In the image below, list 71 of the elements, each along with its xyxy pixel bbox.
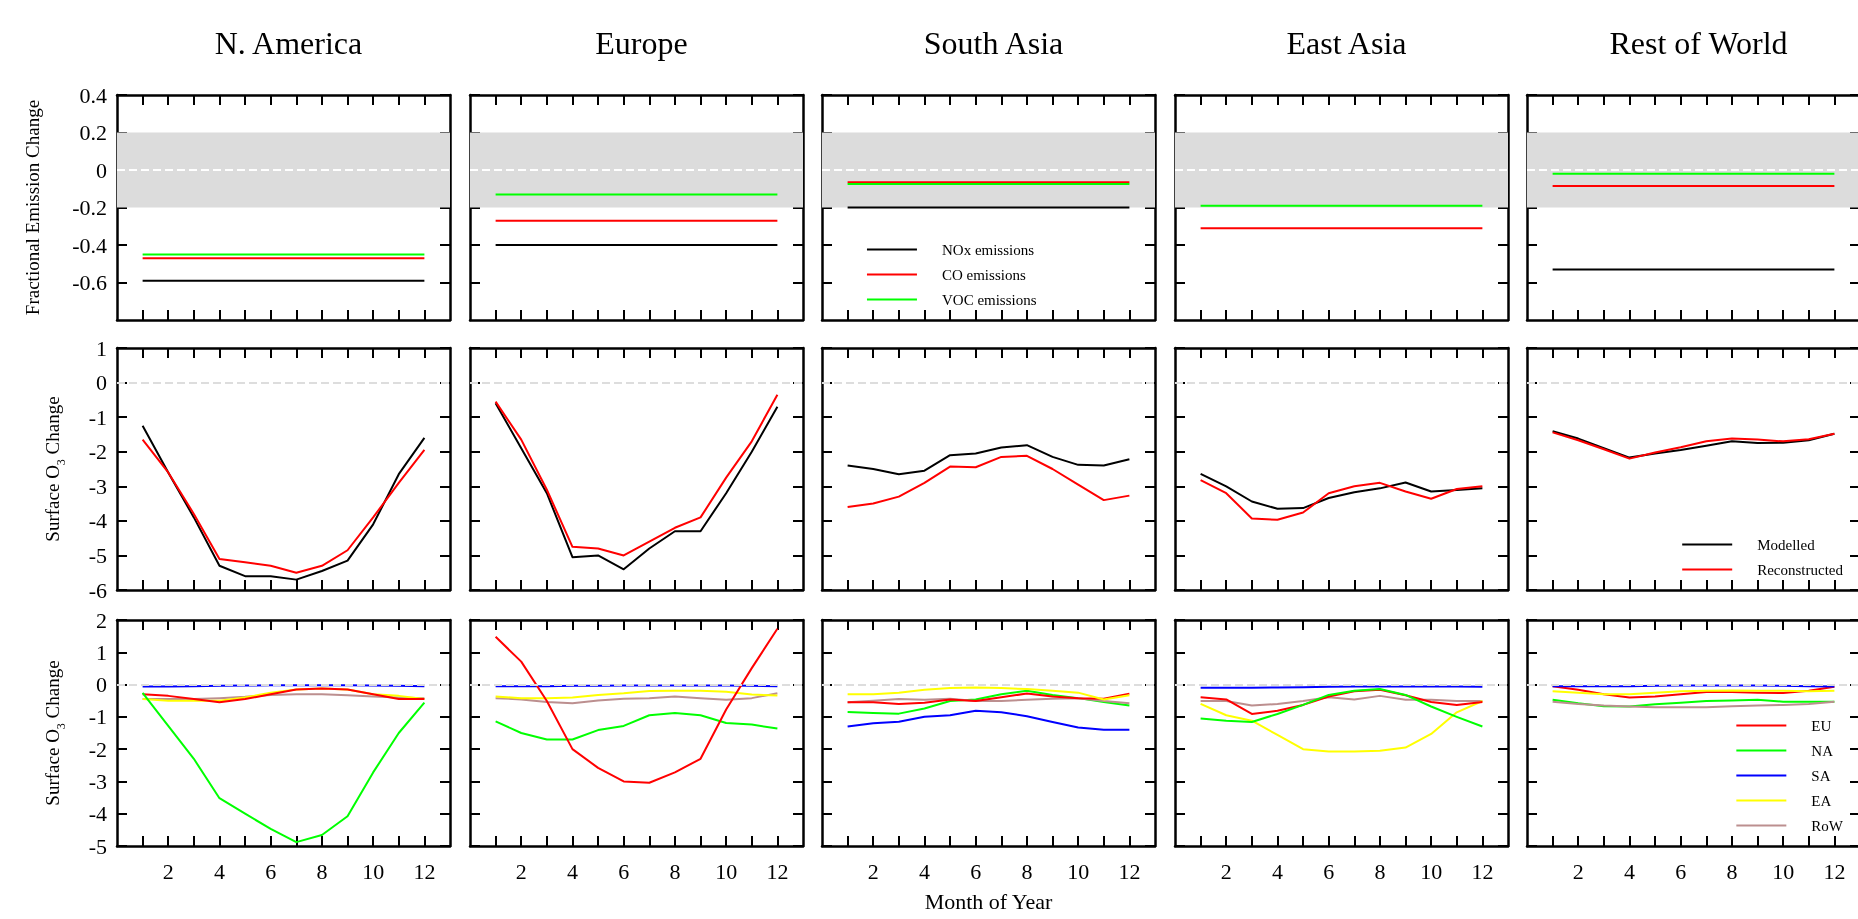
x-tick-label: 12 [1470,858,1493,884]
x-axis-title: Month of Year [924,888,1054,914]
y-tick-label: 1 [96,639,107,665]
y-tick-label: 0 [96,157,107,183]
x-tick-label: 8 [668,858,680,884]
x-tick-label: 10 [1067,858,1090,884]
y-tick-label: 0.4 [79,82,107,108]
x-tick-label: 10 [362,858,385,884]
y-axis-title: Surface O3 Change [41,660,68,806]
legend-label: RoW [1811,817,1844,834]
chart-title: South Asia [923,25,1064,61]
legend-label: EA [1811,792,1832,809]
x-tick-label: 10 [714,858,737,884]
y-tick-label: -5 [88,542,107,568]
y-tick-label: -6 [88,577,107,603]
legend-label: SA [1811,767,1831,784]
y-tick-label: 2 [96,607,107,633]
y-tick-label: 0 [96,672,107,698]
chart-title: East Asia [1286,25,1406,61]
x-tick-label: 12 [1118,858,1141,884]
x-tick-label: 6 [1675,858,1687,884]
x-tick-label: 6 [970,858,982,884]
y-tick-label: -3 [88,473,107,499]
y-tick-label: -1 [88,404,107,430]
y-tick-label: -0.6 [72,270,107,295]
chart-title: Rest of World [1609,25,1788,61]
x-tick-label: 8 [1373,858,1385,884]
legend-label: NOx emissions [941,241,1035,258]
x-tick-label: 8 [316,858,328,884]
legend-label: CO emissions [941,266,1026,283]
y-tick-label: -0.2 [72,195,107,220]
y-tick-label: -3 [88,768,107,794]
y-tick-label: -1 [88,704,107,730]
y-tick-label: -2 [88,736,107,762]
y-axis-title: Surface O3 Change [41,396,68,542]
x-tick-label: 4 [1623,858,1635,884]
x-tick-label: 4 [566,858,578,884]
x-tick-label: 2 [162,858,174,884]
x-tick-label: 2 [867,858,879,884]
x-tick-label: 4 [213,858,225,884]
x-tick-label: 8 [1021,858,1033,884]
legend-label: Reconstructed [1757,561,1844,578]
x-tick-label: 10 [1772,858,1795,884]
legend-label: NA [1811,742,1834,759]
y-tick-label: -4 [88,508,107,534]
y-tick-label: 1 [96,335,107,361]
y-tick-label: -2 [88,439,107,465]
x-tick-label: 4 [918,858,930,884]
chart-title: N. America [214,25,363,61]
x-tick-label: 2 [1220,858,1232,884]
y-axis-title: Fractional Emission Change [22,99,43,316]
y-tick-label: -0.4 [72,232,107,258]
x-tick-label: 10 [1419,858,1442,884]
x-tick-label: 2 [515,858,527,884]
legend-label: Modelled [1757,536,1816,553]
legend-label: EU [1811,717,1832,734]
y-tick-label: 0.2 [79,120,107,145]
x-tick-label: 12 [413,858,436,884]
x-tick-label: 12 [1823,858,1846,884]
x-tick-label: 4 [1271,858,1283,884]
y-tick-label: -5 [88,833,107,859]
x-tick-label: 6 [1322,858,1334,884]
legend-label: VOC emissions [941,291,1037,308]
y-tick-label: 0 [96,370,107,396]
x-tick-label: 12 [765,858,788,884]
x-tick-label: 6 [617,858,629,884]
x-tick-label: 2 [1572,858,1584,884]
x-tick-label: 8 [1726,858,1738,884]
y-tick-label: -4 [88,801,107,827]
x-tick-label: 6 [265,858,277,884]
chart-title: Europe [594,25,688,61]
